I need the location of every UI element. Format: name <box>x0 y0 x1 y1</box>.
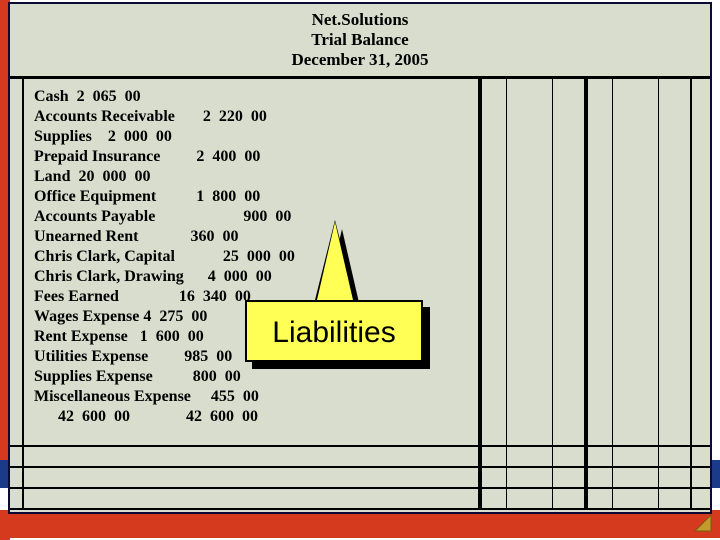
nav-arrow-icon[interactable] <box>692 512 714 534</box>
ledger-vline <box>690 79 692 508</box>
trial-balance-sheet: Net.Solutions Trial Balance December 31,… <box>8 2 712 514</box>
ledger-entries: Cash 2 065 00 Accounts Receivable 2 220 … <box>34 87 295 427</box>
ledger-vline <box>552 79 553 508</box>
ledger-grid: Cash 2 065 00 Accounts Receivable 2 220 … <box>10 76 710 508</box>
callout-pointer <box>317 222 353 300</box>
ledger-vline <box>658 79 659 508</box>
company-name: Net.Solutions <box>10 10 710 30</box>
report-date: December 31, 2005 <box>10 50 710 70</box>
ledger-vline <box>22 79 24 508</box>
ledger-hline <box>10 445 710 447</box>
bg-hstripe-3 <box>0 510 720 538</box>
ledger-hline <box>10 466 710 468</box>
callout-label: Liabilities <box>247 302 421 350</box>
ledger-vline <box>478 79 482 508</box>
ledger-hline <box>10 487 710 489</box>
report-title: Trial Balance <box>10 30 710 50</box>
ledger-vline <box>612 79 613 508</box>
ledger-vline <box>584 79 588 508</box>
ledger-hline <box>10 508 710 510</box>
ledger-vline <box>506 79 507 508</box>
callout-box: Liabilities <box>245 300 423 362</box>
report-header: Net.Solutions Trial Balance December 31,… <box>10 4 710 76</box>
